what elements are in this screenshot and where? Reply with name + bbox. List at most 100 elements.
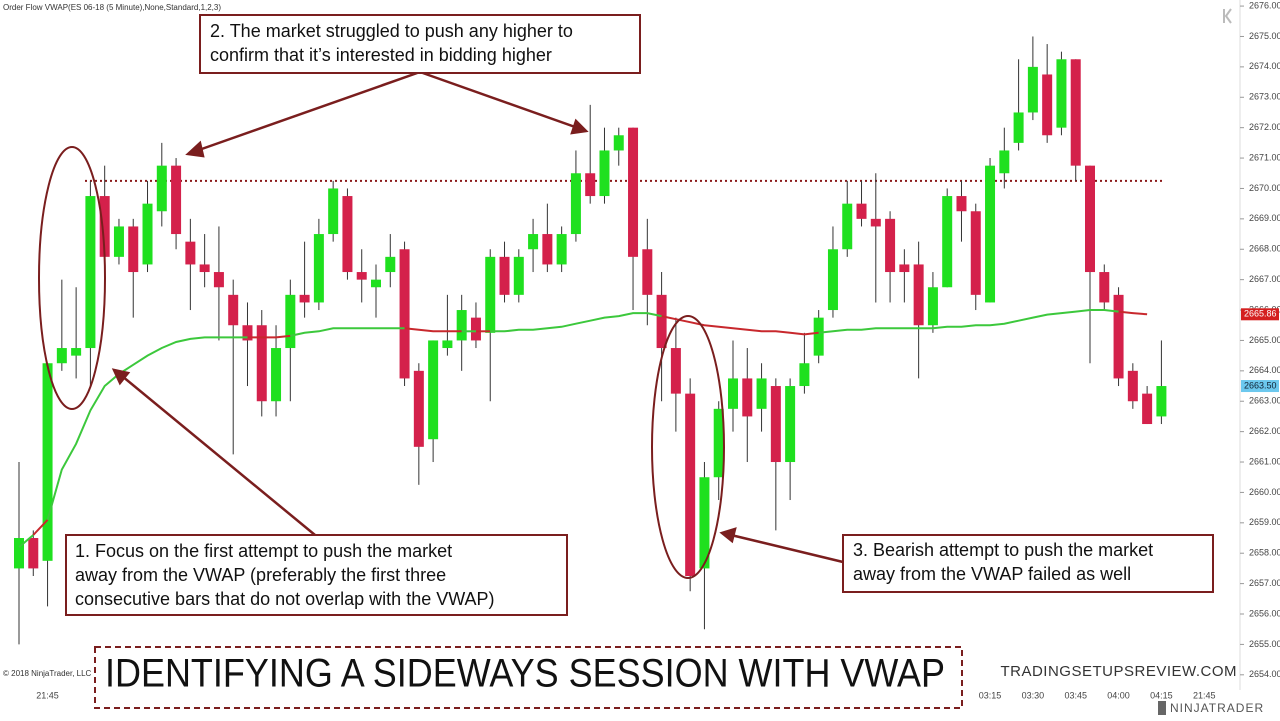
price-marker-label: 2665.86 xyxy=(1244,309,1277,319)
candle-body xyxy=(113,226,124,257)
candle-body xyxy=(856,203,867,219)
vwap-line xyxy=(247,334,291,339)
candle-body xyxy=(213,272,224,288)
annotation-text: confirm that it’s interested in bidding … xyxy=(210,45,552,65)
candle-body xyxy=(613,135,624,151)
candle-body xyxy=(28,538,39,569)
vwap-line xyxy=(818,309,1119,334)
indicator-header: Order Flow VWAP(ES 06-18 (5 Minute),None… xyxy=(3,3,221,12)
candle-body xyxy=(1099,272,1110,303)
y-tick-label: 2673.00 xyxy=(1249,92,1280,102)
candle-body xyxy=(42,363,53,561)
candle-body xyxy=(513,256,524,295)
candle-body xyxy=(999,150,1010,174)
candle-body xyxy=(485,256,496,333)
candle-body xyxy=(770,386,781,463)
y-tick-label: 2669.00 xyxy=(1249,213,1280,223)
plot-area: 2654.00 2655.00 2656.00 2657.00 2658.00 2659.… xyxy=(14,0,1280,700)
candle-body xyxy=(1013,112,1024,143)
annotation-text: consecutive bars that do not overlap wit… xyxy=(75,589,495,609)
candle-body xyxy=(428,340,439,440)
vwap-line xyxy=(18,534,34,548)
site-name: TRADINGSETUPSREVIEW.COM xyxy=(1000,663,1237,680)
y-tick-label: 2659.00 xyxy=(1249,517,1280,527)
candle-body xyxy=(670,348,681,394)
candle-body xyxy=(799,363,810,387)
candle-body xyxy=(899,264,910,273)
candle-body xyxy=(185,241,196,265)
candle-body xyxy=(628,127,639,257)
candle-body xyxy=(285,294,296,349)
y-tick-label: 2660.00 xyxy=(1249,487,1280,497)
candle-body xyxy=(385,256,396,273)
candle-body xyxy=(927,287,938,326)
x-tick-label: 21:45 xyxy=(1193,690,1216,700)
candle-body xyxy=(542,234,553,265)
vwap-line xyxy=(32,519,49,536)
candle-body xyxy=(685,393,696,577)
candle-body xyxy=(271,348,282,402)
price-marker xyxy=(1241,308,1279,321)
candle-body xyxy=(1113,294,1124,379)
candle-body xyxy=(1127,370,1138,402)
candle-body xyxy=(128,226,139,273)
title-banner xyxy=(94,646,963,709)
candle-body xyxy=(913,264,924,326)
x-tick-label: 21:45 xyxy=(36,690,59,700)
vwap-line xyxy=(46,336,248,521)
annotation-text: 1. Focus on the first attempt to push th… xyxy=(75,541,452,561)
price-marker-label: 2663.50 xyxy=(1244,380,1277,390)
candle-body xyxy=(1056,59,1067,128)
candle-body xyxy=(642,249,653,295)
collapse-icon[interactable] xyxy=(1223,8,1232,24)
vwap-line xyxy=(490,312,662,333)
candle-body xyxy=(528,234,539,250)
y-tick-label: 2657.00 xyxy=(1249,578,1280,588)
candle-body xyxy=(1042,74,1053,136)
candle-body xyxy=(570,173,581,235)
candle-body xyxy=(342,196,353,273)
candle-body xyxy=(299,294,310,303)
y-tick-label: 2665.00 xyxy=(1249,335,1280,345)
candle-body xyxy=(456,310,467,341)
logo-icon xyxy=(1158,701,1166,715)
candle-body xyxy=(956,196,967,212)
candle-body xyxy=(99,196,110,257)
candle-body xyxy=(942,196,953,288)
x-tick-label: 03:30 xyxy=(1022,690,1045,700)
y-tick-label: 2654.00 xyxy=(1249,669,1280,679)
candle-body xyxy=(985,165,996,303)
x-tick-label: 04:00 xyxy=(1107,690,1130,700)
annotation-text: away from the VWAP (preferably the first… xyxy=(75,565,446,585)
y-tick-label: 2662.00 xyxy=(1249,426,1280,436)
candle-body xyxy=(328,188,339,235)
annotation-box xyxy=(842,534,1214,593)
annotation-text: away from the VWAP failed as well xyxy=(853,564,1131,584)
candle-body xyxy=(142,203,153,265)
candle-body xyxy=(842,203,853,250)
candle-body xyxy=(171,165,182,235)
y-tick-label: 2671.00 xyxy=(1249,152,1280,162)
highlight-ellipse xyxy=(651,315,725,579)
candle-body xyxy=(1142,393,1153,425)
y-tick-label: 2664.00 xyxy=(1249,365,1280,375)
candle-body xyxy=(399,249,410,379)
candle-body xyxy=(71,348,82,356)
y-tick-label: 2668.00 xyxy=(1249,244,1280,254)
candle-body xyxy=(556,234,567,265)
arrows xyxy=(111,70,844,564)
candle-body xyxy=(785,386,796,463)
y-tick-label: 2670.00 xyxy=(1249,183,1280,193)
candle-body xyxy=(599,150,610,197)
candle-body xyxy=(228,294,239,326)
x-tick-label: 03:45 xyxy=(1064,690,1087,700)
candle-body xyxy=(14,538,24,569)
y-tick-label: 2675.00 xyxy=(1249,31,1280,41)
highlight-ellipse xyxy=(38,146,106,410)
y-tick-label: 2656.00 xyxy=(1249,608,1280,618)
candle-body xyxy=(885,218,896,273)
candle-body xyxy=(713,408,724,478)
candle-body xyxy=(356,272,367,280)
copyright: © 2018 NinjaTrader, LLC xyxy=(3,669,92,678)
y-tick-label: 2676.00 xyxy=(1249,0,1280,10)
